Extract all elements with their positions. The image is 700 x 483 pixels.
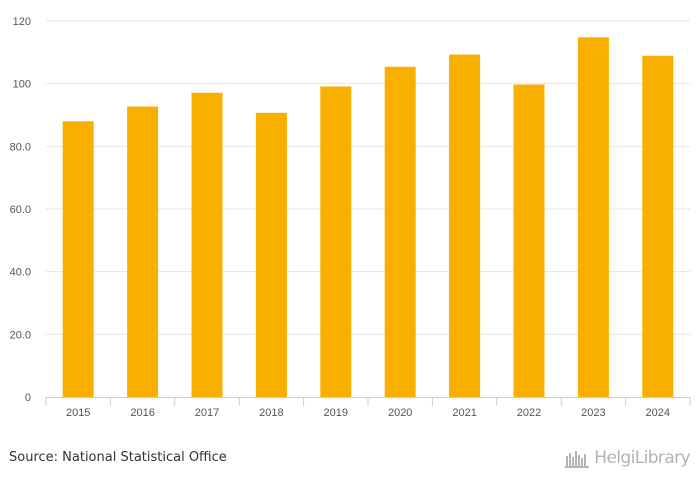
- bar-2021: [449, 54, 481, 397]
- y-tick-label: 80.0: [10, 141, 31, 153]
- x-tick-label: 2022: [517, 407, 541, 419]
- y-tick-label: 100: [13, 79, 31, 91]
- x-tick-label: 2017: [195, 407, 219, 419]
- bar-2024: [642, 55, 674, 397]
- y-tick-label: 40.0: [10, 267, 31, 279]
- x-tick-label: 2019: [324, 407, 348, 419]
- bar-2019: [320, 86, 352, 397]
- source-note: Source: National Statistical Office: [9, 450, 227, 465]
- x-axis: 2015 2016 2017 2018 2019 2020 2021 2022 2023 2024: [45, 397, 691, 419]
- bar-2018: [255, 112, 287, 397]
- bar-2015: [62, 121, 94, 398]
- x-tick-label: 2023: [581, 407, 605, 419]
- x-tick-label: 2020: [388, 407, 412, 419]
- x-tick-label: 2015: [66, 407, 90, 419]
- x-tick-label: 2024: [646, 407, 670, 419]
- bar-chart: 0 20.0 40.0 60.0 80.0 100 120 2015 2016 2017 2018…: [10, 16, 691, 419]
- bar-2017: [191, 92, 223, 398]
- x-tick-label: 2018: [259, 407, 283, 419]
- bars: [62, 37, 674, 398]
- bar-2016: [127, 106, 159, 397]
- brand-name: HelgiLibrary: [594, 448, 690, 468]
- y-tick-label: 20.0: [10, 329, 31, 341]
- bar-2022: [513, 84, 545, 398]
- x-tick-label: 2016: [130, 407, 154, 419]
- x-tick-label: 2021: [452, 407, 476, 419]
- y-tick-label: 60.0: [10, 204, 31, 216]
- bar-2023: [577, 37, 609, 397]
- y-tick-label: 120: [13, 16, 31, 28]
- library-icon: [565, 451, 590, 468]
- y-tick-label: 0: [25, 392, 31, 404]
- y-axis-ticks: 0 20.0 40.0 60.0 80.0 100 120: [10, 16, 31, 404]
- bar-2020: [384, 66, 416, 397]
- brand-logo: HelgiLibrary: [565, 448, 691, 468]
